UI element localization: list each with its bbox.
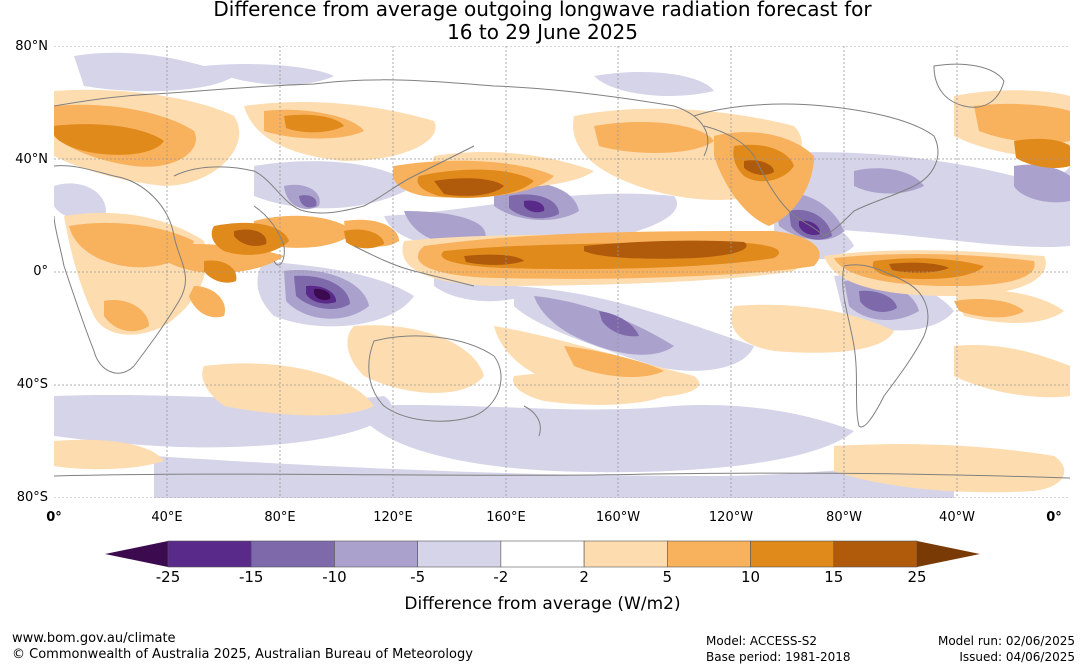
anomaly-extreme-positive — [234, 160, 949, 273]
lat-label-0: 0° — [33, 264, 48, 279]
title-line-1: Difference from average outgoing longwav… — [213, 0, 872, 21]
coastlines — [54, 63, 1070, 479]
colorbar-cell — [334, 540, 418, 568]
model-run-date: Model run: 02/06/2025 — [937, 634, 1075, 648]
lat-label-40s: 40°S — [16, 377, 48, 392]
base-period: Base period: 1981-2018 — [706, 650, 851, 664]
footer-model-info: Model: ACCESS-S2 Base period: 1981-2018 — [706, 633, 851, 665]
colorbar-tick-label: 5 — [662, 568, 673, 586]
lon-label-0-left: 0° — [46, 510, 62, 525]
lat-label-40n: 40°N — [15, 152, 48, 167]
colorbar-cell — [750, 540, 835, 568]
lon-label-0-right: 0° — [1046, 510, 1062, 525]
lat-label-80s: 80°S — [16, 490, 48, 505]
lon-label-160w: 160°W — [595, 510, 641, 525]
colorbar-tick-label: -5 — [410, 568, 426, 586]
copyright-text: © Commonwealth of Australia 2025, Austra… — [12, 647, 473, 662]
colorbar-tick-label: -2 — [493, 568, 509, 586]
website-link[interactable]: www.bom.gov.au/climate — [12, 631, 176, 646]
colorbar-tick-label: 2 — [579, 568, 589, 586]
colorbar-cell — [167, 540, 252, 568]
colorbar — [105, 540, 980, 568]
title-line-2: 16 to 29 June 2025 — [447, 20, 638, 44]
colorbar-extend-low — [105, 541, 168, 567]
lon-label-40w: 40°W — [939, 510, 975, 525]
footer-left: www.bom.gov.au/climate © Commonwealth of… — [12, 631, 473, 663]
colorbar-tick-label: 15 — [824, 568, 844, 586]
colorbar-tick-label: 10 — [741, 568, 761, 586]
lon-label-40e: 40°E — [151, 510, 183, 525]
colorbar-cell — [500, 540, 585, 568]
colorbar-title: Difference from average (W/m2) — [404, 594, 681, 614]
graticule — [54, 46, 1070, 498]
colorbar-cell — [833, 540, 918, 568]
colorbar-tick-label: 25 — [907, 568, 927, 586]
model-name: Model: ACCESS-S2 — [706, 634, 818, 648]
colorbar-extend-high — [917, 541, 980, 567]
lat-label-80n: 80°N — [15, 39, 48, 54]
colorbar-cell — [250, 540, 335, 568]
colorbar-cell — [667, 540, 751, 568]
lon-label-120w: 120°W — [708, 510, 754, 525]
colorbar-cell — [583, 540, 668, 568]
map-title: Difference from average outgoing longwav… — [0, 0, 1085, 44]
colorbar-cell — [417, 540, 502, 568]
olr-anomaly-map — [54, 46, 1070, 498]
colorbar-tick-label: -10 — [322, 568, 347, 586]
lon-label-120e: 120°E — [373, 510, 413, 525]
lon-label-80w: 80°W — [826, 510, 862, 525]
lon-label-80e: 80°E — [264, 510, 296, 525]
colorbar-tick-label: -25 — [155, 568, 181, 586]
footer-dates: Model run: 02/06/2025 Issued: 04/06/2025 — [938, 633, 1075, 665]
lon-label-160e: 160°E — [486, 510, 526, 525]
colorbar-tick-label: -15 — [238, 568, 264, 586]
issued-date: Issued: 04/06/2025 — [959, 650, 1075, 664]
